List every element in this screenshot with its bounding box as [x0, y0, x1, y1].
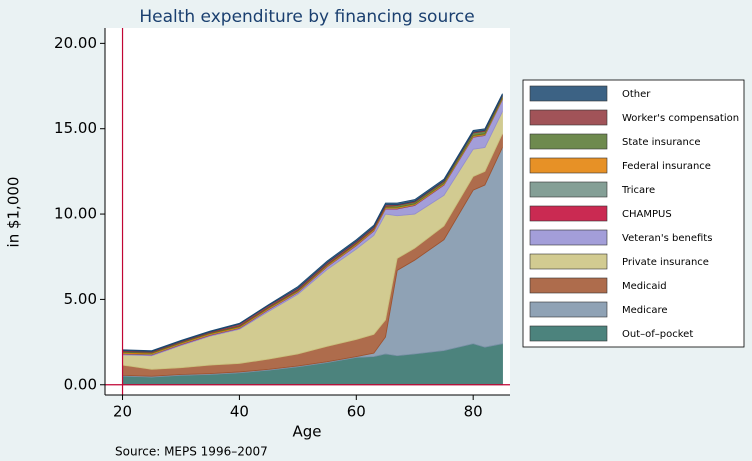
legend-label: Worker's compensation: [622, 113, 739, 124]
legend-swatch: [529, 253, 608, 270]
legend-label: Veteran's benefits: [622, 233, 712, 244]
legend-swatch: [529, 109, 608, 126]
legend-swatch: [529, 85, 608, 102]
legend-swatch: [529, 229, 608, 246]
legend-swatch: [529, 325, 608, 342]
legend-swatch: [529, 301, 608, 318]
x-axis-label: Age: [292, 423, 321, 441]
note: Source: MEPS 1996–2007: [115, 445, 268, 459]
y-axis-label: in $1,000: [5, 177, 23, 248]
legend-swatch: [529, 157, 608, 174]
x-tick-label: 80: [464, 403, 483, 421]
y-tick-label: 15.00: [54, 119, 97, 137]
legend-swatch: [529, 277, 608, 294]
area: [122, 93, 503, 352]
y-tick-label: 10.00: [54, 205, 97, 223]
legend-label: Other: [622, 89, 651, 100]
legend-label: Private insurance: [622, 257, 709, 268]
x-tick-label: 40: [230, 403, 249, 421]
legend-swatch: [529, 133, 608, 150]
chart-title: Health expenditure by financing source: [139, 7, 474, 27]
legend-label: Out–of–pocket: [622, 329, 693, 340]
legend-label: Medicare: [622, 305, 668, 316]
legend-label: CHAMPUS: [622, 209, 672, 220]
legend-label: Medicaid: [622, 281, 667, 292]
legend-swatch: [529, 181, 608, 198]
legend-swatch: [529, 205, 608, 222]
x-tick-label: 20: [113, 403, 132, 421]
x-tick-label: 60: [347, 403, 366, 421]
y-tick-label: 0.00: [64, 375, 97, 393]
y-tick-label: 5.00: [64, 290, 97, 308]
legend-label: State insurance: [622, 137, 701, 148]
y-tick-label: 20.00: [54, 34, 97, 52]
legend-label: Tricare: [621, 185, 655, 196]
legend-label: Federal insurance: [622, 161, 711, 172]
